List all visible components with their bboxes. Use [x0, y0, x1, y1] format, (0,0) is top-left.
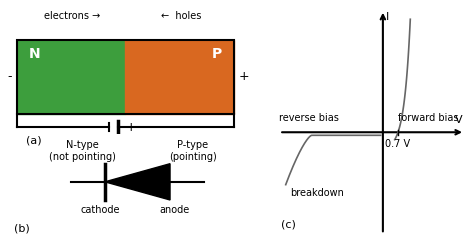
Text: ←  holes: ← holes	[161, 11, 201, 21]
Text: reverse bias: reverse bias	[279, 113, 339, 123]
Text: I: I	[386, 12, 389, 22]
Text: (b): (b)	[14, 223, 29, 233]
Text: -: -	[97, 121, 101, 134]
Bar	[126, 40, 234, 114]
Text: breakdown: breakdown	[290, 188, 344, 198]
Text: V: V	[455, 114, 463, 125]
Text: anode: anode	[160, 206, 190, 216]
Text: P: P	[212, 47, 222, 61]
Bar	[17, 40, 234, 114]
Text: -: -	[7, 71, 12, 83]
Text: electrons →: electrons →	[44, 11, 100, 21]
Text: N: N	[29, 47, 40, 61]
Polygon shape	[105, 164, 170, 200]
Text: +: +	[238, 71, 249, 83]
Bar	[17, 40, 126, 114]
Text: (c): (c)	[282, 219, 296, 229]
Text: +: +	[126, 121, 136, 134]
Text: forward bias: forward bias	[398, 113, 458, 123]
Text: P-type
(pointing): P-type (pointing)	[169, 140, 217, 163]
Text: (a): (a)	[26, 136, 42, 146]
Text: 0.7 V: 0.7 V	[385, 139, 410, 149]
Text: N-type
(not pointing): N-type (not pointing)	[48, 140, 115, 163]
Text: cathode: cathode	[80, 206, 120, 216]
